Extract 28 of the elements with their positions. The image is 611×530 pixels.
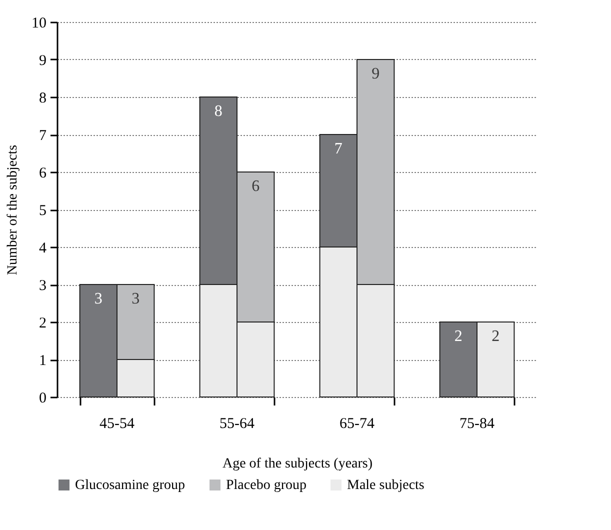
y-tick-label: 0 xyxy=(39,390,46,406)
total-label: 8 xyxy=(214,103,222,120)
text: 75-84 xyxy=(460,416,495,432)
y-tick-label: 6 xyxy=(39,166,47,182)
y-tick-label: 4 xyxy=(39,240,47,256)
text: 65-74 xyxy=(340,416,375,432)
y-tick-label: 2 xyxy=(39,316,46,332)
total-label: 6 xyxy=(252,178,260,195)
total-label: 7 xyxy=(334,140,342,158)
y-tick-label: 9 xyxy=(39,53,46,69)
x-axis-title: Age of the subjects (years) xyxy=(222,456,373,472)
total-label: 9 xyxy=(372,66,380,82)
total-label: 2 xyxy=(454,328,462,345)
total-label: 3 xyxy=(94,290,102,308)
legend-label: Placebo group xyxy=(226,478,306,493)
legend-label: Male subjects xyxy=(347,478,424,493)
y-tick-label: 1 xyxy=(39,353,46,369)
legend-label: Glucosamine group xyxy=(75,478,186,493)
y-tick-label: 5 xyxy=(39,203,46,219)
y-axis-title: Number of the subjects xyxy=(6,144,20,276)
y-tick-label: 10 xyxy=(32,16,46,32)
text: 55-64 xyxy=(220,416,255,432)
total-label: 2 xyxy=(492,328,500,345)
text: 45-54 xyxy=(100,416,135,432)
total-label: 3 xyxy=(132,290,140,308)
y-tick-label: 8 xyxy=(39,90,46,106)
y-tick-label: 3 xyxy=(39,278,46,294)
y-tick-label: 7 xyxy=(39,128,47,144)
